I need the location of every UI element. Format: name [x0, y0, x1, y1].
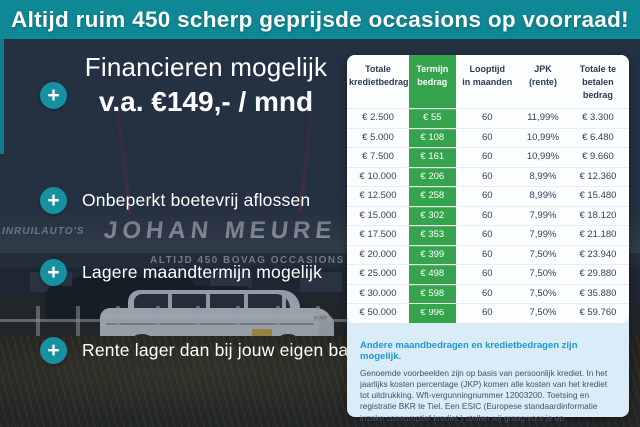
- finance-table: Totale kredietbedrag Termijn bedrag Loopti…: [347, 55, 629, 323]
- table-row: € 7.500 € 161 60 10,99% € 9.660: [347, 147, 629, 167]
- table-cell: 7,50%: [529, 248, 557, 260]
- table-cell: € 206: [409, 167, 456, 187]
- table-header-cell: Looptijd in maanden: [462, 64, 513, 88]
- table-cell: € 6.480: [582, 131, 614, 143]
- table-row: € 50.000 € 996 60 7,50% € 59.760: [347, 303, 629, 323]
- table-cell: 60: [481, 248, 493, 260]
- table-header-cell: Totale kredietbedrag: [349, 64, 409, 88]
- usp-item: + Rente lager dan bij jouw eigen bank: [40, 337, 367, 364]
- table-cell: € 50.000: [359, 307, 397, 319]
- table-header-cell: JPK (rente): [528, 64, 557, 88]
- table-cell: € 18.120: [579, 209, 617, 221]
- table-row: € 17.500 € 353 60 7,99% € 21.180: [347, 225, 629, 245]
- table-cell: 7,99%: [529, 229, 557, 241]
- table-cell: € 29.880: [579, 268, 617, 280]
- table-cell: 7,99%: [529, 209, 557, 221]
- usp-text: Onbeperkt boetevrij aflossen: [82, 190, 311, 210]
- banner-text: Altijd ruim 450 scherp geprijsde occasio…: [11, 6, 629, 32]
- table-cell: € 108: [409, 128, 456, 148]
- plus-icon: +: [40, 259, 67, 286]
- table-cell: € 15.480: [579, 190, 617, 202]
- table-cell: 60: [481, 112, 493, 124]
- table-row: € 30.000 € 598 60 7,50% € 35.880: [347, 283, 629, 304]
- dealer-sign-small: INRUILAUTO'S: [2, 226, 85, 237]
- fence: [0, 306, 348, 336]
- table-cell: 7,50%: [529, 287, 557, 299]
- usp-item: + Lagere maandtermijn mogelijk: [40, 259, 322, 286]
- table-row: € 15.000 € 302 60 7,99% € 18.120: [347, 205, 629, 226]
- headline-line1: Financieren mogelijk: [84, 52, 328, 82]
- table-cell: € 12.360: [579, 170, 617, 182]
- table-cell: € 258: [409, 187, 456, 206]
- table-cell: € 59.760: [579, 307, 617, 319]
- usp-text: Lagere maandtermijn mogelijk: [82, 262, 323, 282]
- table-cell: 10,99%: [526, 131, 560, 143]
- table-cell: 7,50%: [529, 268, 557, 280]
- table-cell: 60: [481, 190, 493, 202]
- table-cell: € 399: [409, 245, 456, 265]
- table-cell: € 5.000: [362, 131, 394, 143]
- table-cell: 60: [481, 229, 493, 241]
- table-cell: 60: [481, 268, 493, 280]
- table-cell: 7,50%: [529, 307, 557, 319]
- table-cell: € 598: [409, 284, 456, 304]
- headline-line2: v.a. €149,- / mnd: [98, 86, 314, 117]
- table-cell: 60: [481, 307, 493, 319]
- table-cell: € 2.500: [362, 112, 394, 124]
- table-cell: € 353: [409, 226, 456, 245]
- table-row: € 5.000 € 108 60 10,99% € 6.480: [347, 127, 629, 148]
- finance-headline: Financieren mogelijk v.a. €149,- / mnd: [72, 52, 340, 118]
- table-row: € 10.000 € 206 60 8,99% € 12.360: [347, 166, 629, 187]
- table-cell: € 25.000: [359, 268, 397, 280]
- table-cell: € 30.000: [359, 287, 397, 299]
- usp-text: Rente lager dan bij jouw eigen bank: [82, 340, 368, 360]
- table-cell: 10,99%: [526, 151, 560, 163]
- table-cell: 11,99%: [527, 112, 559, 124]
- table-row: € 20.000 € 399 60 7,50% € 23.940: [347, 244, 629, 265]
- plus-icon: +: [40, 337, 67, 364]
- left-accent-stripe: [0, 39, 4, 154]
- table-cell: € 55: [409, 109, 456, 128]
- finance-card: Totale kredietbedrag Termijn bedrag Loopti…: [347, 55, 629, 423]
- credit-disclaimer: Genoemde voorbeelden zijn op basis van p…: [360, 367, 608, 423]
- table-cell: € 12.500: [359, 190, 397, 202]
- plus-icon: +: [40, 187, 67, 214]
- table-cell: 8,99%: [529, 190, 557, 202]
- table-cell: € 21.180: [579, 229, 617, 241]
- more-amounts-note: Andere maandbedragen en kredietbedragen …: [360, 339, 578, 362]
- table-cell: € 23.940: [579, 248, 617, 260]
- table-cell: 60: [481, 131, 493, 143]
- table-cell: € 498: [409, 265, 456, 284]
- table-cell: € 9.660: [582, 151, 614, 163]
- table-cell: 60: [481, 170, 493, 182]
- table-cell: € 17.500: [359, 229, 397, 241]
- table-cell: € 35.880: [579, 287, 617, 299]
- table-cell: 60: [481, 209, 493, 221]
- table-row: € 2.500 € 55 60 11,99% € 3.300: [347, 108, 629, 128]
- table-header-cell: Totale te betalen bedrag: [579, 64, 617, 101]
- top-banner: Altijd ruim 450 scherp geprijsde occasio…: [0, 0, 640, 39]
- table-cell: € 10.000: [359, 170, 397, 182]
- table-cell: 8,99%: [529, 170, 557, 182]
- table-header-cell: Termijn bedrag: [409, 55, 456, 109]
- table-cell: € 302: [409, 206, 456, 226]
- plus-icon: +: [40, 82, 67, 109]
- green-column-tab: [409, 304, 456, 309]
- table-cell: € 15.000: [359, 209, 397, 221]
- table-header-row: Totale kredietbedrag Termijn bedrag Loopti…: [347, 55, 629, 109]
- table-row: € 25.000 € 498 60 7,50% € 29.880: [347, 264, 629, 284]
- table-cell: 60: [481, 287, 493, 299]
- table-cell: € 20.000: [359, 248, 397, 260]
- table-cell: € 161: [409, 148, 456, 167]
- dealer-sign-main: JOHAN MEURE: [102, 217, 338, 244]
- table-cell: € 3.300: [582, 112, 614, 124]
- table-row: € 12.500 € 258 60 8,99% € 15.480: [347, 186, 629, 206]
- table-cell: 60: [481, 151, 493, 163]
- usp-item: + Onbeperkt boetevrij aflossen: [40, 187, 310, 214]
- table-cell: € 7.500: [362, 151, 394, 163]
